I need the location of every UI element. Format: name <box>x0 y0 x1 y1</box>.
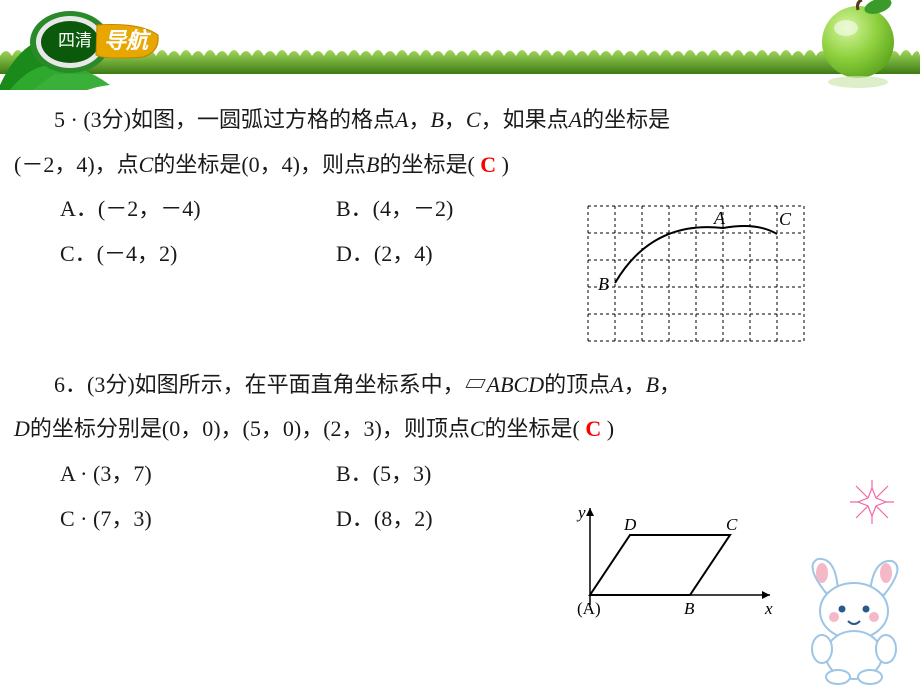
q5-A2: A <box>569 107 582 132</box>
fig6-C: C <box>726 515 738 534</box>
q5-t3: ， <box>444 107 466 132</box>
header-banner: 四清 导航 <box>0 0 920 80</box>
q6-t1: 6．(3分)如图所示，在平面直角坐标系中，▱ <box>54 372 487 397</box>
q6-optA: A · (3，7) <box>16 454 336 495</box>
q5-t7: 的坐标是(0，4)，则点 <box>153 152 366 177</box>
banner-svg: 四清 导航 <box>0 0 920 90</box>
q6-t5: 的坐标分别是(0，0)，(5，0)，(2，3)，则顶点 <box>30 416 470 441</box>
q6-ABCD: ABCD <box>487 372 544 397</box>
q6-A2: A <box>610 372 623 397</box>
sparkle-icon <box>842 472 902 538</box>
q6-t2: 的顶点 <box>544 372 610 397</box>
q5-A: A <box>395 107 408 132</box>
q6-optC: C · (7，3) <box>16 499 336 540</box>
q5-t4: ，如果点 <box>481 107 569 132</box>
q5-stem: 5 · (3分)如图，一圆弧过方格的格点A，B，C，如果点A的坐标是 <box>10 100 900 141</box>
q6-t3: ， <box>624 372 646 397</box>
q5-t5: 的坐标是 <box>582 107 670 132</box>
fig5-B: B <box>598 274 609 294</box>
q6-axes-svg: y x (A) B C D <box>570 500 780 630</box>
q5-t1: 5 · (3分)如图，一圆弧过方格的格点 <box>54 107 395 132</box>
fig6-D: D <box>623 515 637 534</box>
fig6-A: (A) <box>577 599 601 618</box>
q6-B2: B <box>646 372 659 397</box>
q5-t2: ， <box>408 107 430 132</box>
q5-figure: A B C <box>582 200 812 356</box>
badge-text-2: 导航 <box>104 28 152 53</box>
q5-stem-line2: (－2，4)，点C的坐标是(0，4)，则点B的坐标是( C ) <box>10 145 900 186</box>
q5-t9: ) <box>496 152 509 177</box>
q5-B2: B <box>366 152 379 177</box>
q6-C2: C <box>470 416 485 441</box>
q6-options-row1: A · (3，7) B．(5，3) <box>10 454 900 495</box>
fig5-C: C <box>779 209 792 229</box>
q5-t8: 的坐标是( <box>379 152 474 177</box>
q5-optC: C．(－4，2) <box>16 234 336 275</box>
q6-t7: ) <box>601 416 614 441</box>
fig6-B: B <box>684 599 695 618</box>
q6-stem: 6．(3分)如图所示，在平面直角坐标系中，▱ABCD的顶点A，B， <box>10 365 900 406</box>
q5-t6: (－2，4)，点 <box>14 152 139 177</box>
fig5-A: A <box>713 208 726 228</box>
q6-figure: y x (A) B C D <box>570 500 780 636</box>
q6-optB: B．(5，3) <box>336 454 636 495</box>
q6-t4: ， <box>659 372 681 397</box>
mascot-icon <box>798 555 918 691</box>
badge-text-1: 四清 <box>58 31 92 50</box>
q5-Cpt: C <box>466 107 481 132</box>
q6-stem-line2: D的坐标分别是(0，0)，(5，0)，(2，3)，则顶点C的坐标是( C ) <box>10 409 900 450</box>
q5-C2: C <box>139 152 154 177</box>
q6-D2: D <box>14 416 30 441</box>
q5-grid-svg: A B C <box>582 200 812 350</box>
q5-B: B <box>430 107 443 132</box>
q5-optA: A．(－2，－4) <box>16 189 336 230</box>
q6-answer: C <box>585 416 601 441</box>
q6-t6: 的坐标是( <box>485 416 580 441</box>
fig6-ylabel: y <box>576 503 586 522</box>
q5-answer: C <box>480 152 496 177</box>
fig6-xlabel: x <box>764 599 773 618</box>
